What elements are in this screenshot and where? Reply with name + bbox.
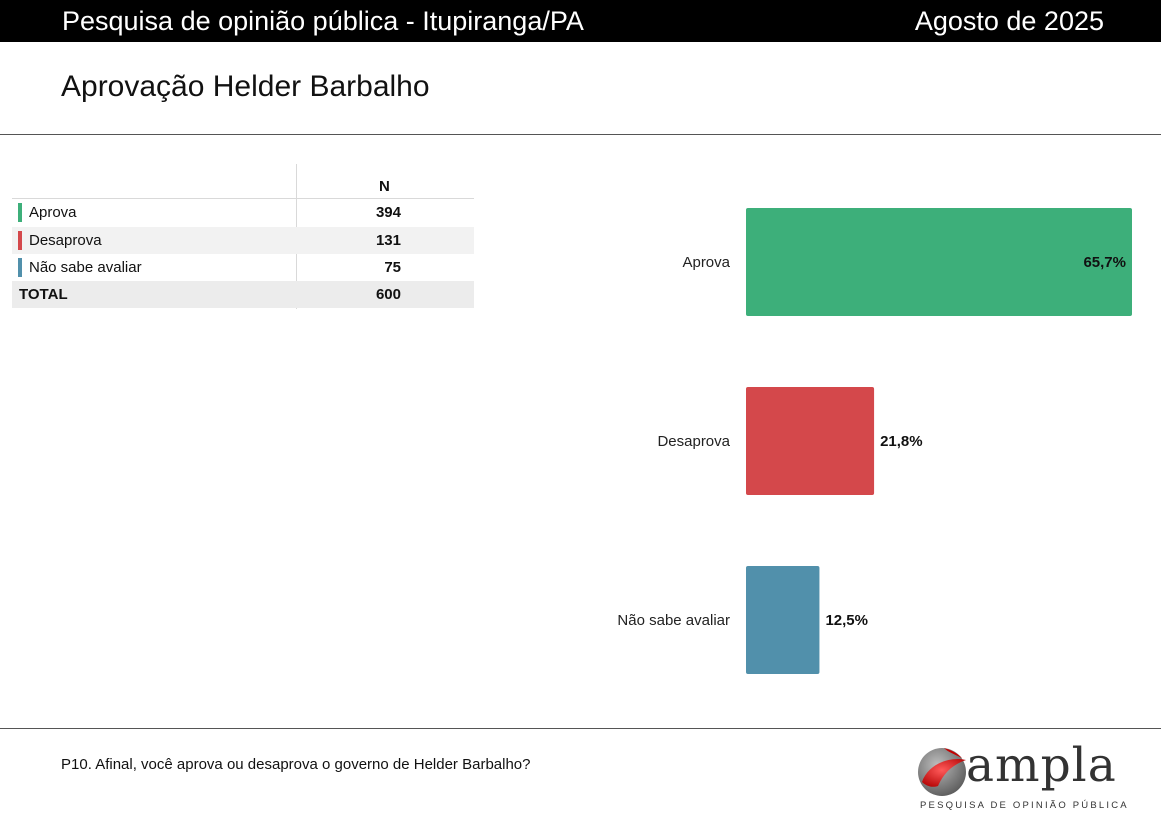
survey-date: Agosto de 2025 (914, 6, 1104, 36)
row-label: Aprova (29, 204, 77, 221)
total-value: 600 (375, 286, 401, 303)
ampla-logo-icon (918, 748, 966, 796)
table-row: Desaprova 131 (12, 227, 474, 254)
data-label: 65,7% (1083, 254, 1126, 271)
category-label: Não sabe avaliar (617, 612, 730, 629)
divider-top (0, 134, 1161, 135)
ampla-logo: ampla PESQUISA DE OPINIÃO PÚBLICA (912, 738, 1132, 815)
table-header-row: N (12, 168, 474, 199)
row-value: 394 (375, 204, 401, 221)
category-label: Desaprova (657, 433, 730, 450)
data-label: 21,8% (880, 433, 923, 450)
bar-2 (746, 387, 875, 495)
color-marker (18, 203, 22, 222)
table-row: Não sabe avaliar 75 (12, 254, 474, 281)
approval-bar-chart: Aprova 65,7% Desaprova 21,8% Não sabe avalia… (617, 208, 1132, 674)
total-label: TOTAL (19, 286, 68, 303)
row-value: 75 (384, 259, 401, 276)
table-row: Aprova 394 (12, 199, 474, 226)
table-total-row: TOTAL 600 (12, 281, 474, 308)
question-footnote: P10. Afinal, você aprova ou desaprova o … (61, 756, 531, 773)
survey-title: Pesquisa de opinião pública - Itupiranga… (62, 6, 584, 36)
row-label: Não sabe avaliar (29, 259, 142, 276)
color-marker (18, 258, 22, 277)
bar-3 (746, 566, 820, 674)
logo-wordmark: ampla (966, 738, 1117, 793)
divider-bottom (0, 728, 1161, 729)
page-title: Aprovação Helder Barbalho (61, 70, 430, 103)
top-bar: Pesquisa de opinião pública - Itupiranga… (0, 0, 1161, 42)
bar-1 (746, 208, 1132, 316)
category-label: Aprova (682, 254, 730, 271)
column-header-n: N (379, 178, 390, 195)
row-label: Desaprova (29, 232, 102, 249)
row-value: 131 (375, 232, 401, 249)
color-marker (18, 231, 22, 250)
logo-tagline: PESQUISA DE OPINIÃO PÚBLICA (920, 800, 1129, 811)
data-label: 12,5% (825, 612, 868, 629)
